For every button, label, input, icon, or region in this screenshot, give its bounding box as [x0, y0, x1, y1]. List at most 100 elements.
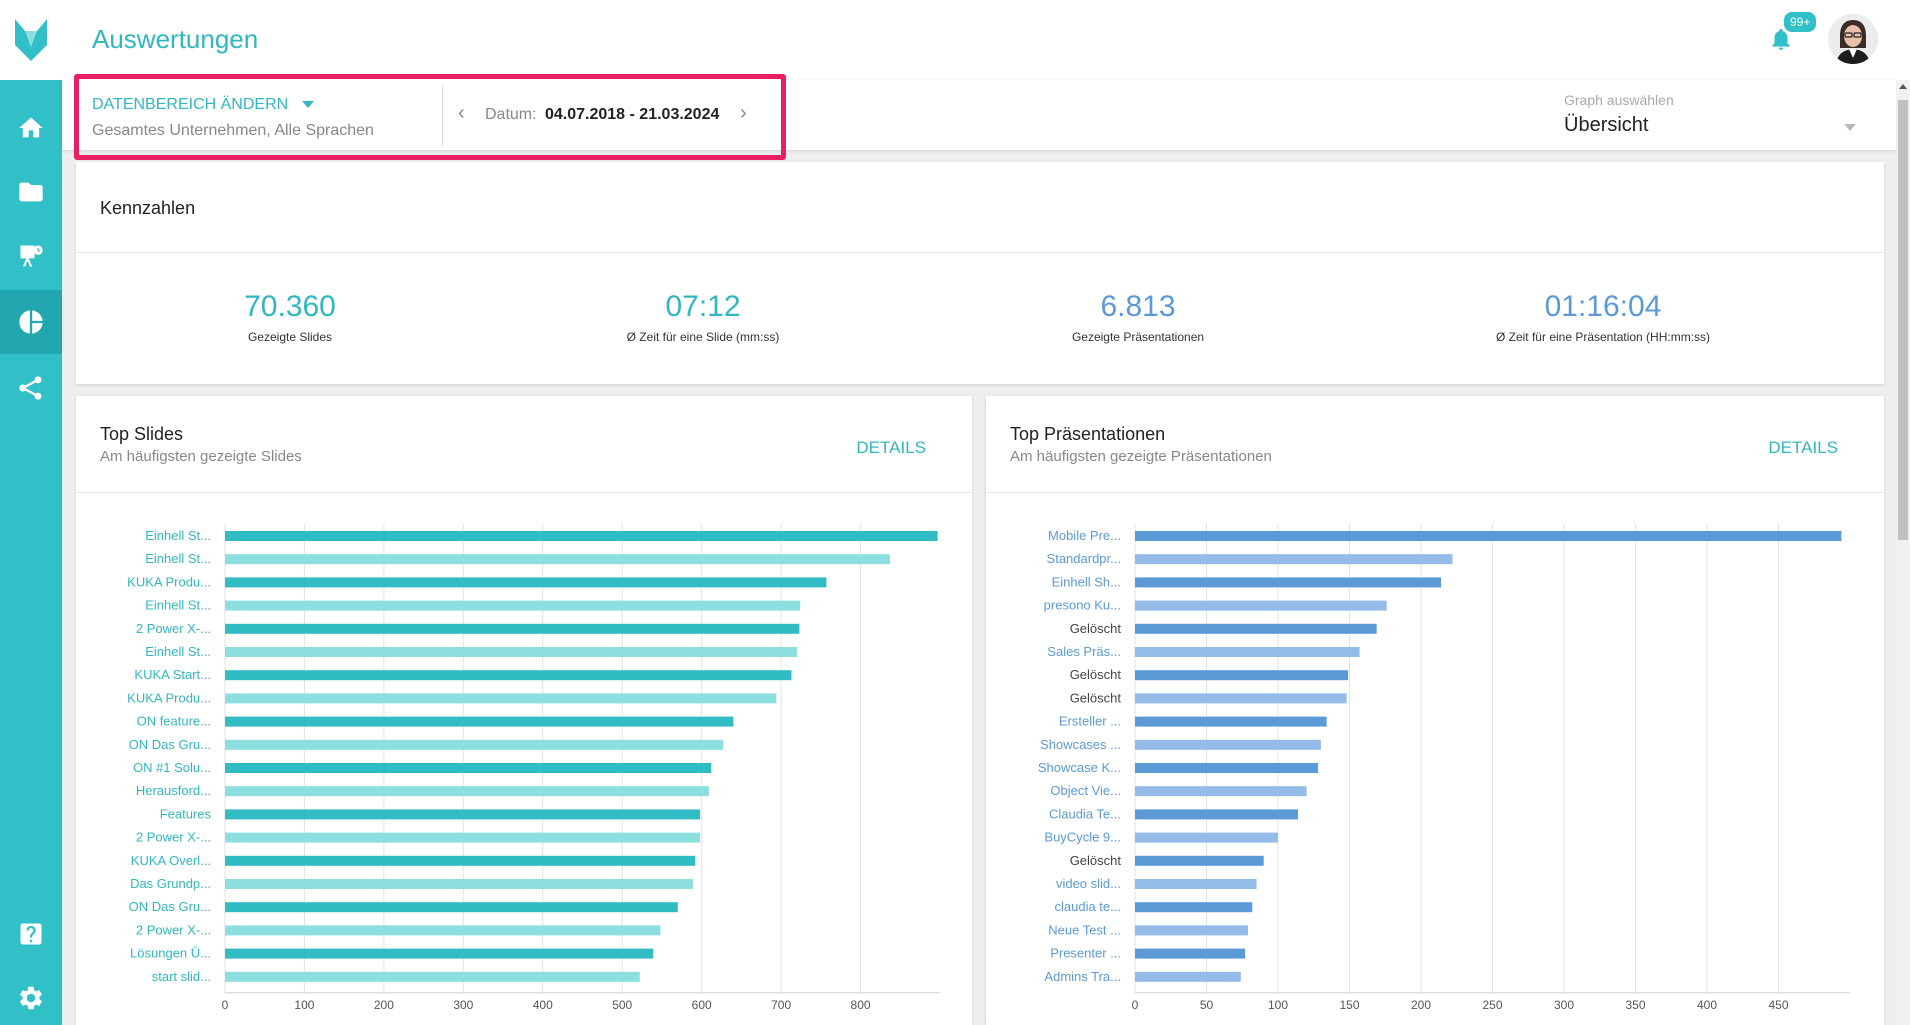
caret-down-icon: [1844, 124, 1856, 131]
x-tick-label: 400: [1697, 998, 1717, 1012]
category-label: start slid...: [152, 969, 211, 984]
fox-logo-icon: [15, 19, 47, 61]
top-presentations-card: Top Präsentationen Am häufigsten gezeigt…: [986, 396, 1884, 1025]
bar: [1135, 623, 1377, 634]
bar: [1135, 554, 1453, 565]
scrollbar[interactable]: [1896, 80, 1910, 1025]
scrollbar-thumb[interactable]: [1898, 100, 1908, 540]
presentation-icon: [20, 245, 43, 267]
x-tick-label: 0: [222, 998, 229, 1012]
top-slides-chart: 0 100 200 300 400 500 600 700 800 Einhell St... Ei…: [127, 524, 940, 1012]
share-icon: [19, 376, 42, 400]
bar: [1135, 786, 1307, 797]
bar: [225, 925, 661, 936]
divider: [76, 252, 1884, 253]
sidebar-item-presentations[interactable]: [0, 224, 62, 288]
kpi-value: 6.813: [1100, 290, 1176, 323]
bar: [225, 647, 797, 657]
x-tick-label: 450: [1768, 998, 1788, 1012]
bar: [1135, 693, 1347, 704]
x-tick-label: 350: [1625, 998, 1645, 1012]
category-label: Gelöscht: [1070, 621, 1122, 636]
category-label: Gelöscht: [1070, 690, 1122, 705]
x-tick-label: 150: [1339, 998, 1359, 1012]
category-label: Einhell St...: [145, 528, 211, 543]
category-label: Features: [160, 806, 212, 821]
x-tick-label: 300: [453, 998, 473, 1012]
bar: [1135, 832, 1278, 843]
date-range-value[interactable]: 04.07.2018 - 21.03.2024: [545, 106, 720, 123]
x-tick-label: 250: [1482, 998, 1502, 1012]
category-label: ON feature...: [137, 714, 211, 729]
details-link[interactable]: Details: [1768, 438, 1838, 457]
top-slides-card: Top Slides Am häufigsten gezeigte Slides…: [76, 396, 972, 1025]
bar: [1135, 855, 1264, 866]
x-tick-label: 200: [1411, 998, 1431, 1012]
bar: [225, 879, 693, 889]
bell-icon[interactable]: [1768, 26, 1794, 52]
kpi-value: 70.360: [244, 290, 336, 323]
category-label: Einhell St...: [145, 644, 211, 659]
change-range-button[interactable]: Datenbereich ändern: [92, 96, 315, 114]
pie-chart-icon: [19, 310, 43, 334]
bar: [225, 971, 640, 982]
scroll-up-arrow-icon[interactable]: [1899, 84, 1907, 89]
change-range-label: Datenbereich ändern: [92, 96, 289, 113]
kpi-label: Gezeigte Slides: [247, 330, 333, 344]
category-label: Mobile Pre...: [1048, 528, 1121, 543]
chevron-right-icon[interactable]: ›: [740, 102, 747, 124]
filter-bar: [62, 80, 1896, 150]
bar: [225, 600, 801, 611]
category-label: Ersteller ...: [1059, 714, 1121, 729]
details-link[interactable]: Details: [856, 438, 926, 457]
header: Auswertungen: [62, 0, 1910, 80]
highlight-box: [74, 74, 786, 160]
card-title: Top Slides: [100, 424, 184, 444]
category-label: 2 Power X-...: [136, 922, 211, 937]
sidebar-item-analytics[interactable]: [0, 290, 62, 354]
sidebar-item-files[interactable]: [0, 160, 62, 224]
kpi-shown-presentations: 6.813 Gezeigte Präsentationen: [938, 290, 1338, 344]
notification-badge[interactable]: 99+: [1782, 10, 1819, 34]
bar: [225, 809, 701, 820]
chevron-left-icon[interactable]: ‹: [458, 102, 465, 124]
sidebar-item-share[interactable]: [0, 356, 62, 420]
bar: [1135, 647, 1360, 657]
category-label: Einhell St...: [145, 598, 211, 613]
bar: [225, 786, 709, 797]
bar: [1135, 879, 1257, 889]
bar: [225, 832, 701, 843]
kpi-label: Gezeigte Präsentationen: [1071, 330, 1205, 344]
kpi-label: Ø Zeit für eine Präsentation (HH:mm:ss): [1495, 330, 1711, 344]
bar: [225, 670, 792, 681]
avatar[interactable]: [1828, 14, 1878, 64]
category-label: Claudia Te...: [1049, 806, 1121, 821]
category-label: Sales Präs...: [1047, 644, 1121, 659]
kpi-card-title: Kennzahlen: [100, 198, 196, 218]
bar: [1135, 600, 1387, 611]
kpi-card: Kennzahlen 70.360 Gezeigte Slides 07:12 …: [76, 162, 1884, 384]
sidebar-item-help[interactable]: [0, 902, 62, 966]
card-subtitle: Am häufigsten gezeigte Präsentationen: [1010, 448, 1272, 465]
graph-select[interactable]: Übersicht: [1564, 114, 1864, 144]
bar: [225, 763, 712, 773]
bar: [1135, 763, 1319, 773]
category-label: ON #1 Solu...: [133, 760, 211, 775]
graph-select-value: Übersicht: [1564, 114, 1649, 136]
top-presentations-chart: 0 50 100 150 200 250 300 350 400 450 Mobile Pre...…: [1038, 524, 1850, 1012]
category-label: 2 Power X-...: [136, 621, 211, 636]
bar: [1135, 670, 1349, 681]
sidebar-item-home[interactable]: [0, 96, 62, 160]
category-label: Gelöscht: [1070, 667, 1122, 682]
sidebar-item-settings[interactable]: [0, 966, 62, 1025]
x-tick-label: 0: [1132, 998, 1139, 1012]
date-label: Datum:: [485, 106, 537, 123]
kpi-label: Ø Zeit für eine Slide (mm:ss): [626, 330, 780, 344]
logo[interactable]: [0, 0, 62, 80]
x-tick-label: 700: [771, 998, 791, 1012]
divider: [986, 492, 1884, 493]
bar: [1135, 971, 1241, 982]
category-label: ON Das Gru...: [129, 737, 211, 752]
category-label: Gelöscht: [1070, 853, 1122, 868]
category-label: Einhell St...: [145, 551, 211, 566]
